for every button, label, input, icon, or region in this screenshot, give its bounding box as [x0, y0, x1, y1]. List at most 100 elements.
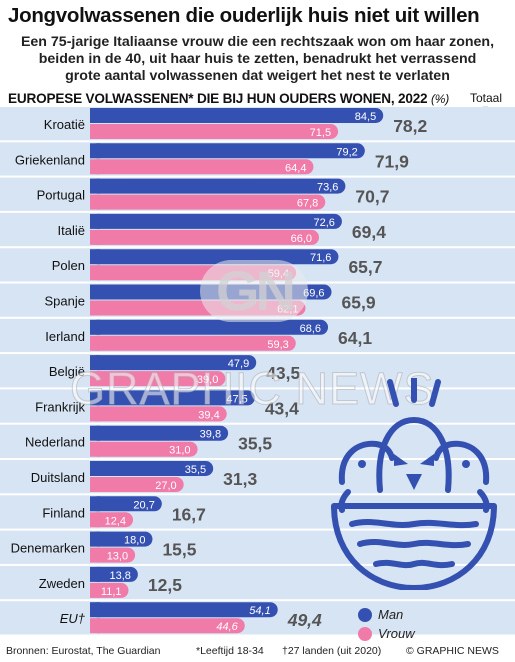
page-title: Jongvolwassenen die ouderlijk huis niet … — [8, 4, 480, 27]
value-label-vrouw: 27,0 — [155, 480, 176, 492]
bar-vrouw-base — [90, 477, 100, 492]
bar-vrouw — [90, 406, 227, 422]
footer-note-age: *Leeftijd 18-34 — [196, 645, 264, 657]
chart-title-text: EUROPESE VOLWASSENEN* DIE BIJ HUN OUDERS… — [8, 91, 428, 106]
bar-man-base — [90, 108, 100, 123]
category-label: Ierland — [45, 329, 85, 344]
value-label-man: 71,6 — [310, 252, 331, 264]
value-label-vrouw: 11,1 — [101, 586, 122, 598]
category-label: Portugal — [37, 188, 86, 203]
value-label-man: 18,0 — [124, 535, 145, 547]
value-label-man: 68,6 — [300, 323, 321, 335]
bar-man — [90, 461, 214, 476]
chart-unit: (%) — [431, 92, 450, 106]
row-stripe — [0, 460, 515, 494]
bar-vrouw-base — [90, 441, 100, 457]
category-label: Nederland — [25, 435, 85, 450]
subtitle: Een 75-jarige Italiaanse vrouw die een r… — [0, 34, 515, 85]
bar-vrouw-base — [90, 300, 100, 316]
bar-man-base — [90, 143, 100, 159]
bar-man — [90, 531, 153, 547]
bar-man-base — [90, 566, 100, 582]
total-label: 65,7 — [348, 257, 382, 277]
value-label-vrouw: 71,5 — [310, 127, 331, 139]
value-label-vrouw: 67,8 — [297, 198, 318, 210]
value-label-man: 79,2 — [336, 146, 357, 158]
total-label: 16,7 — [172, 504, 206, 524]
bar-vrouw-base — [90, 124, 100, 139]
legend-vrouw-swatch — [358, 627, 372, 641]
bar-man-base — [90, 531, 100, 547]
value-label-vrouw: 44,6 — [216, 621, 238, 633]
category-label: België — [49, 364, 85, 379]
total-label: 71,9 — [375, 151, 409, 171]
total-label: 78,2 — [393, 116, 427, 136]
bar-vrouw-base — [90, 159, 100, 175]
category-label: EU† — [60, 611, 86, 626]
value-label-man: 47,5 — [226, 393, 247, 405]
value-label-vrouw: 66,0 — [291, 233, 312, 245]
bar-man — [90, 319, 329, 335]
bar-man — [90, 355, 257, 371]
totaal-label: Totaal — [470, 91, 503, 105]
bar-vrouw-base — [90, 406, 100, 422]
bar-man — [90, 249, 339, 265]
row-stripe — [0, 389, 515, 423]
row-stripe — [0, 565, 515, 600]
bar-man — [90, 425, 229, 441]
bar-man-base — [90, 178, 100, 194]
chart-title: EUROPESE VOLWASSENEN* DIE BIJ HUN OUDERS… — [8, 91, 449, 106]
bar-vrouw — [90, 194, 326, 210]
category-label: Griekenland — [15, 152, 85, 167]
bar-vrouw-base — [90, 335, 100, 351]
value-label-man: 39,8 — [200, 429, 221, 441]
bar-man — [90, 108, 384, 123]
bar-vrouw — [90, 159, 314, 175]
bar-man — [90, 143, 365, 159]
legend-man-swatch — [358, 608, 372, 622]
bar-vrouw — [90, 512, 134, 528]
bar-man-base — [90, 355, 100, 371]
subtitle-line: Een 75-jarige Italiaanse vrouw die een r… — [20, 34, 495, 50]
value-label-vrouw: 39,4 — [198, 409, 219, 421]
value-label-vrouw: 59,3 — [267, 339, 288, 351]
bar-vrouw — [90, 441, 198, 457]
category-label: Denemarken — [11, 541, 85, 556]
total-label: 69,4 — [352, 222, 386, 242]
watermark-text: GRAPHIC NEWS — [70, 363, 435, 415]
bar-vrouw-base — [90, 618, 100, 634]
bar-vrouw-base — [90, 547, 100, 563]
total-label: 15,5 — [162, 540, 196, 560]
value-label-man: 20,7 — [133, 499, 154, 511]
bar-vrouw-base — [90, 265, 100, 281]
bar-man-base — [90, 461, 100, 476]
total-label: 31,3 — [223, 469, 257, 489]
value-label-man: 35,5 — [185, 464, 206, 476]
total-label: 43,4 — [265, 398, 299, 418]
category-label: Polen — [52, 258, 85, 273]
bar-man-base — [90, 213, 100, 229]
bar-vrouw — [90, 547, 136, 563]
bird-nest-icon — [331, 378, 497, 590]
value-label-vrouw: 13,0 — [107, 551, 128, 563]
bar-vrouw — [90, 618, 245, 634]
footer-publisher: © GRAPHIC NEWS — [406, 645, 499, 657]
bar-man-base — [90, 425, 100, 441]
category-label: Frankrijk — [35, 399, 85, 414]
bar-man — [90, 602, 278, 618]
bar-man — [90, 496, 162, 512]
category-label: Zweden — [39, 576, 85, 591]
category-label: Finland — [42, 505, 85, 520]
subtitle-line: beiden in de 40, uit haar huis te zetten… — [38, 51, 477, 67]
bar-man — [90, 213, 342, 229]
bar-vrouw — [90, 229, 320, 245]
bar-vrouw — [90, 124, 339, 139]
bar-vrouw-base — [90, 512, 100, 528]
value-label-vrouw: 31,0 — [169, 445, 190, 457]
value-label-man: 69,6 — [303, 288, 324, 300]
value-label-man: 73,6 — [317, 182, 338, 194]
total-label: 70,7 — [355, 187, 389, 207]
total-label: 35,5 — [238, 434, 272, 454]
bar-vrouw-base — [90, 229, 100, 245]
footer-note-eu: †27 landen (uit 2020) — [282, 645, 382, 657]
